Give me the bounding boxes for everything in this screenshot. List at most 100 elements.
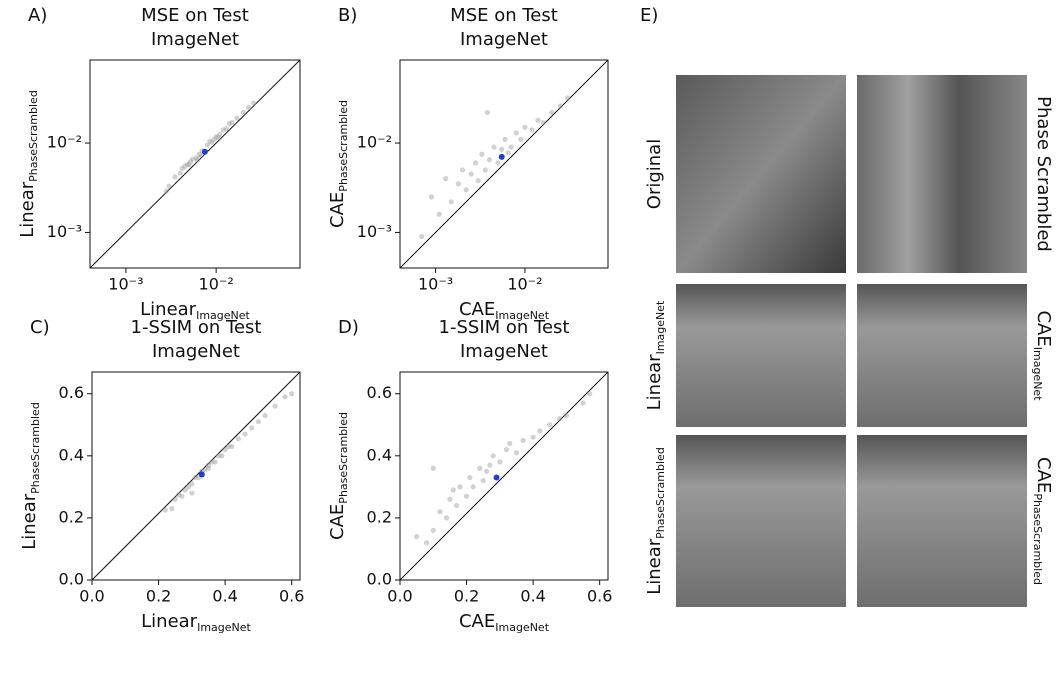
x-tick-label: 10⁻³ [418, 275, 453, 294]
point [453, 502, 460, 509]
image-label: Phase Scrambled [1033, 96, 1054, 252]
point [225, 443, 232, 450]
axis-label: LinearPhaseScrambled [644, 447, 667, 595]
y-tick-label: 10⁻² [47, 133, 82, 152]
label-main: Linear [140, 299, 197, 320]
point [437, 509, 443, 515]
point [250, 100, 257, 106]
y-tick-label: 10⁻³ [47, 222, 82, 241]
image-original [676, 75, 846, 273]
point [486, 157, 492, 163]
point [217, 131, 223, 138]
axis-label: LinearPhaseScrambled [19, 402, 42, 550]
point [522, 124, 528, 130]
point [479, 151, 485, 157]
label-sub: ImageNet [495, 309, 549, 322]
point [282, 394, 288, 400]
point [507, 440, 513, 447]
point [213, 134, 219, 140]
point [177, 170, 183, 176]
point [483, 468, 490, 474]
x-tick-label: 0.0 [387, 587, 412, 606]
axis-label: LinearImageNet [644, 300, 667, 410]
y-tick-label: 10⁻³ [357, 222, 392, 241]
label-main: Linear [644, 354, 665, 411]
point [513, 130, 519, 136]
label-sub: PhaseScrambled [27, 90, 40, 182]
point [499, 146, 505, 152]
panel-label: E) [640, 5, 658, 26]
chart-title: 1-SSIM on Test [131, 317, 262, 338]
label-sub: PhaseScrambled [337, 412, 350, 504]
point [557, 103, 564, 109]
point [229, 443, 235, 450]
point [430, 527, 436, 533]
point [477, 465, 483, 471]
point [448, 199, 454, 205]
point [223, 126, 230, 132]
point [472, 160, 479, 166]
axes-frame [399, 371, 609, 581]
point [215, 453, 222, 459]
identity-line [399, 371, 609, 581]
point [463, 187, 469, 193]
image-linear-imagenet [676, 284, 846, 427]
point [587, 391, 593, 397]
point [186, 162, 192, 168]
point [193, 155, 199, 161]
point [175, 492, 182, 498]
point [189, 490, 195, 496]
point [540, 119, 546, 126]
label-sub: PhaseScrambled [1031, 493, 1044, 585]
point [204, 142, 210, 148]
point [179, 493, 185, 499]
label-sub: ImageNet [654, 300, 667, 354]
point [198, 153, 204, 159]
image-panels [676, 75, 1027, 607]
point [502, 136, 508, 142]
point [166, 183, 172, 189]
point [487, 462, 493, 468]
point [211, 136, 217, 142]
point [457, 484, 463, 490]
point [179, 165, 185, 172]
point [491, 144, 497, 150]
y-tick-label: 10⁻² [357, 133, 392, 152]
y-tick-label: 0.0 [367, 570, 392, 589]
point [430, 465, 436, 471]
label-main: CAE [1033, 457, 1054, 493]
point [163, 188, 169, 194]
point [249, 425, 255, 431]
image-cae-phasescrambled [857, 435, 1027, 607]
identity-line [399, 59, 609, 269]
point [184, 161, 190, 167]
point [530, 434, 536, 440]
point [212, 459, 218, 465]
axis-label: LinearImageNet [140, 299, 250, 322]
image-linear-phasescrambled [676, 435, 846, 607]
point [537, 428, 543, 434]
x-tick-label: 0.6 [587, 587, 612, 606]
panel-label: B) [338, 5, 357, 26]
panel-label: D) [338, 317, 359, 338]
point [289, 391, 295, 397]
point [194, 157, 201, 163]
point [480, 478, 486, 484]
y-tick-label: 0.4 [59, 445, 84, 464]
point [205, 465, 212, 471]
axis-label: CAEImageNet [1031, 310, 1054, 401]
point [455, 181, 461, 187]
point [182, 163, 188, 169]
x-tick-label: 0.2 [146, 587, 171, 606]
point [235, 436, 242, 442]
point [255, 419, 261, 425]
point [547, 422, 553, 428]
x-tick-label: 0.6 [279, 587, 304, 606]
label-sub: ImageNet [1031, 347, 1044, 401]
axes-frame [91, 371, 301, 581]
x-tick-label: 10⁻³ [108, 275, 143, 294]
point [428, 194, 435, 200]
x-tick-label: 0.0 [79, 587, 104, 606]
point [234, 115, 240, 121]
